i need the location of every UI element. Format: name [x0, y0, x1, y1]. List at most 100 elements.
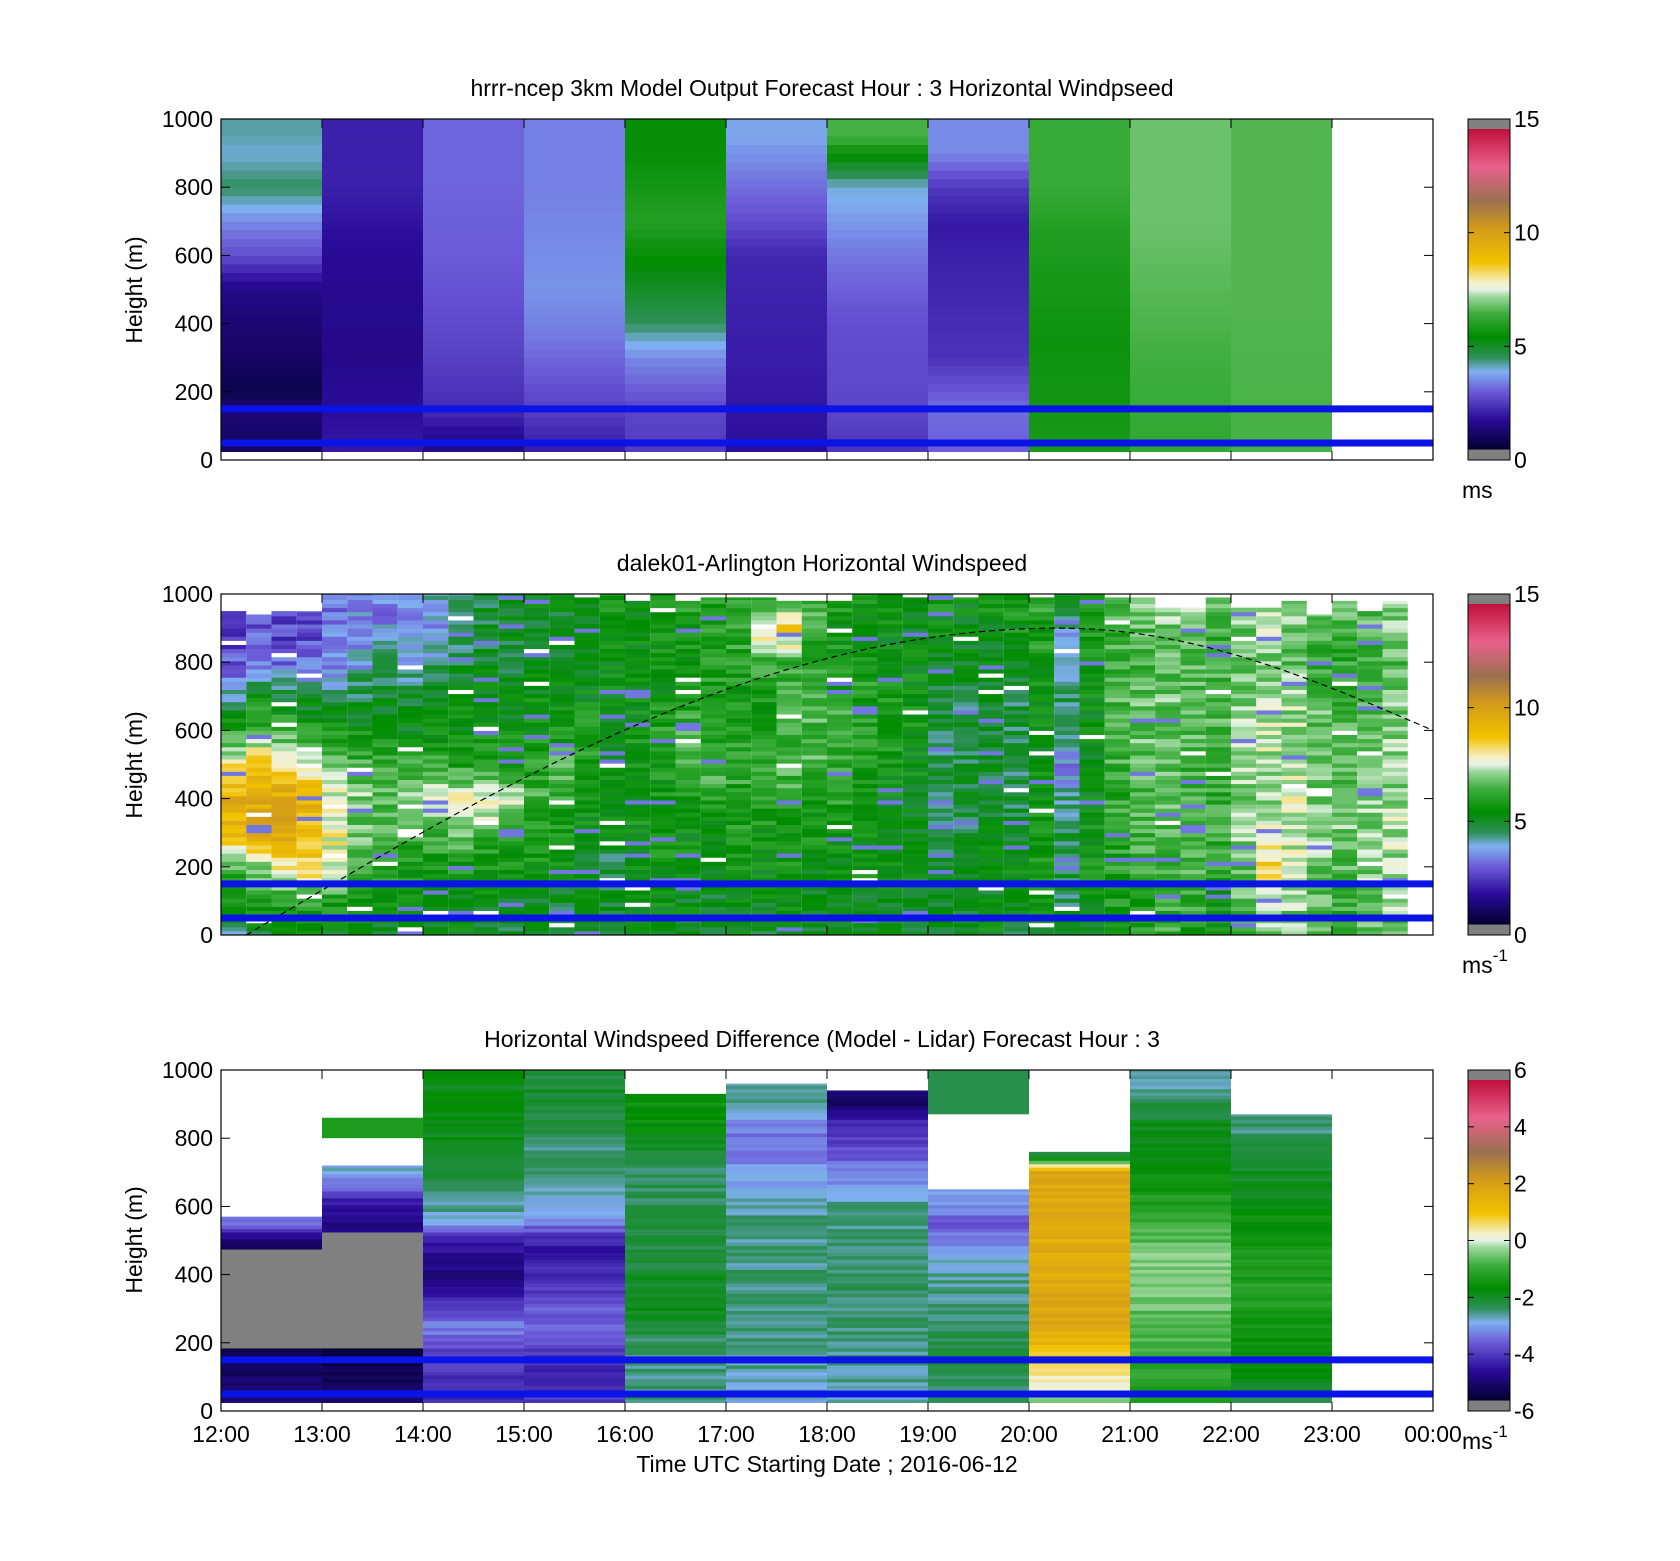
data-cell — [1130, 127, 1231, 137]
data-cell — [751, 840, 777, 846]
data-cell — [1104, 889, 1130, 895]
data-cell — [827, 632, 853, 637]
data-cell — [1054, 779, 1080, 785]
data-cell — [953, 701, 979, 707]
data-cell — [448, 759, 474, 764]
data-cell — [928, 898, 954, 903]
data-cell — [801, 836, 827, 842]
data-cell — [322, 1399, 423, 1403]
data-cell — [1231, 229, 1332, 239]
data-cell — [574, 894, 600, 899]
data-cell — [625, 902, 651, 907]
data-cell — [928, 408, 1029, 418]
data-cell — [221, 144, 322, 154]
data-cell — [801, 673, 827, 678]
data-cell — [953, 750, 979, 756]
data-cell — [1231, 144, 1332, 154]
data-cell — [322, 306, 423, 316]
data-cell — [423, 1313, 524, 1318]
data-cell — [978, 754, 1004, 760]
data-cell — [347, 640, 373, 645]
data-cell — [498, 840, 524, 846]
data-cell — [1130, 611, 1156, 617]
data-cell — [524, 1150, 625, 1155]
data-cell — [902, 701, 928, 707]
data-cell — [625, 791, 651, 797]
data-cell — [1332, 689, 1358, 695]
data-cell — [726, 1163, 827, 1168]
data-cell — [625, 1310, 726, 1315]
data-cell — [549, 697, 575, 703]
data-cell — [524, 1078, 625, 1083]
data-cell — [448, 664, 474, 670]
data-cell — [1231, 119, 1332, 129]
data-cell — [549, 799, 575, 805]
data-cell — [397, 689, 423, 695]
data-cell — [347, 750, 373, 756]
data-cell — [751, 697, 777, 703]
data-cell — [221, 898, 247, 903]
data-column — [423, 119, 524, 452]
data-cell — [1079, 873, 1105, 879]
data-cell — [1306, 742, 1332, 748]
data-cell — [423, 902, 449, 907]
data-cell — [953, 910, 979, 916]
data-cell — [1155, 730, 1181, 735]
data-cell — [902, 685, 928, 690]
data-cell — [650, 763, 676, 768]
data-cell — [827, 722, 853, 727]
data-cell — [751, 730, 777, 735]
data-cell — [625, 1093, 726, 1097]
data-cell — [1357, 865, 1383, 871]
data-cell — [625, 1320, 726, 1325]
data-cell — [1029, 799, 1055, 805]
data-cell — [700, 754, 726, 760]
data-cell — [700, 750, 726, 756]
data-cell — [1332, 644, 1358, 650]
data-cell — [726, 669, 752, 674]
data-cell — [1281, 869, 1307, 875]
data-cell — [650, 660, 676, 666]
data-cell — [726, 1293, 827, 1298]
data-cell — [498, 820, 524, 826]
data-cell — [524, 340, 625, 350]
data-cell — [473, 685, 499, 690]
data-cell — [978, 594, 1004, 596]
data-cell — [423, 656, 449, 662]
data-cell — [322, 212, 423, 222]
data-cell — [1130, 212, 1231, 222]
data-cell — [877, 603, 903, 609]
data-cell — [1231, 820, 1257, 826]
data-cell — [953, 791, 979, 797]
data-cell — [322, 865, 348, 871]
data-cell — [1256, 865, 1282, 871]
data-cell — [1155, 906, 1181, 911]
data-cell — [448, 869, 474, 875]
data-cell — [902, 730, 928, 735]
data-cell — [1104, 759, 1130, 764]
data-cell — [322, 1324, 423, 1328]
data-cell — [902, 787, 928, 793]
data-cell — [625, 926, 651, 932]
data-cell — [650, 750, 676, 756]
data-cell — [1180, 849, 1206, 854]
data-cell — [902, 652, 928, 658]
data-cell — [322, 1238, 423, 1243]
data-cell — [877, 689, 903, 695]
data-cell — [524, 763, 550, 768]
data-cell — [852, 853, 878, 858]
data-cell — [473, 759, 499, 764]
data-cell — [978, 636, 1004, 641]
data-cell — [221, 693, 247, 699]
data-cell — [852, 861, 878, 866]
data-cell — [852, 660, 878, 666]
data-cell — [524, 738, 550, 744]
data-cell — [296, 808, 322, 813]
data-cell — [524, 1279, 625, 1284]
data-cell — [1130, 599, 1156, 605]
data-cell — [322, 705, 348, 711]
data-cell — [549, 804, 575, 809]
data-cell — [1079, 607, 1105, 613]
data-cell — [751, 877, 777, 883]
